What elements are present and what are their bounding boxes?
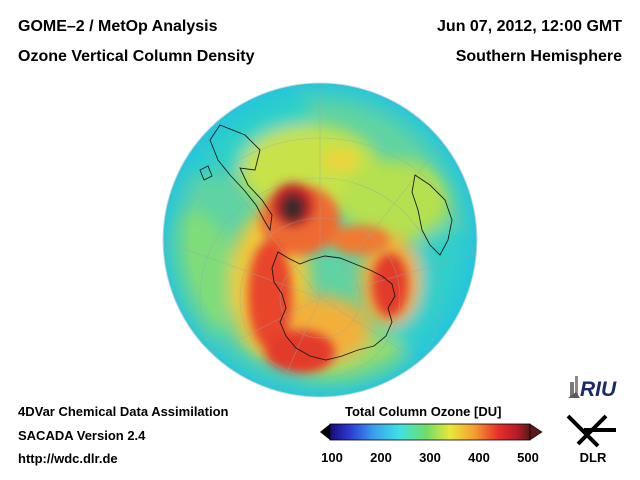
ozone-field	[163, 83, 477, 397]
version-label: SACADA Version 2.4	[18, 428, 146, 443]
dlr-logo: DLR	[566, 414, 616, 465]
colorbar-title: Total Column Ozone [DU]	[345, 404, 502, 419]
method-label: 4DVar Chemical Data Assimilation	[18, 404, 229, 419]
source-url-label: http://wdc.dlr.de	[18, 451, 118, 466]
title-line-1: GOME–2 / MetOp Analysis	[18, 18, 218, 35]
colorbar-tick-label: 100	[321, 450, 343, 465]
colorbar-tick-label: 300	[419, 450, 441, 465]
colorbar-max-arrow	[529, 423, 543, 441]
colorbar-min-arrow	[320, 424, 330, 440]
riu-logo: RIU	[568, 376, 617, 401]
colorbar-tick-label: 400	[468, 450, 490, 465]
colorbar	[320, 423, 543, 441]
riu-logo-text: RIU	[580, 378, 617, 401]
colorbar-tick-label: 200	[370, 450, 392, 465]
title-line-2: Ozone Vertical Column Density	[18, 48, 255, 65]
ozone-map-globe	[162, 82, 478, 398]
colorbar-tick-label: 500	[517, 450, 539, 465]
dlr-logo-text: DLR	[580, 450, 607, 465]
region-label: Southern Hemisphere	[455, 48, 622, 65]
graticule	[163, 83, 477, 397]
datetime-label: Jun 07, 2012, 12:00 GMT	[437, 18, 622, 35]
